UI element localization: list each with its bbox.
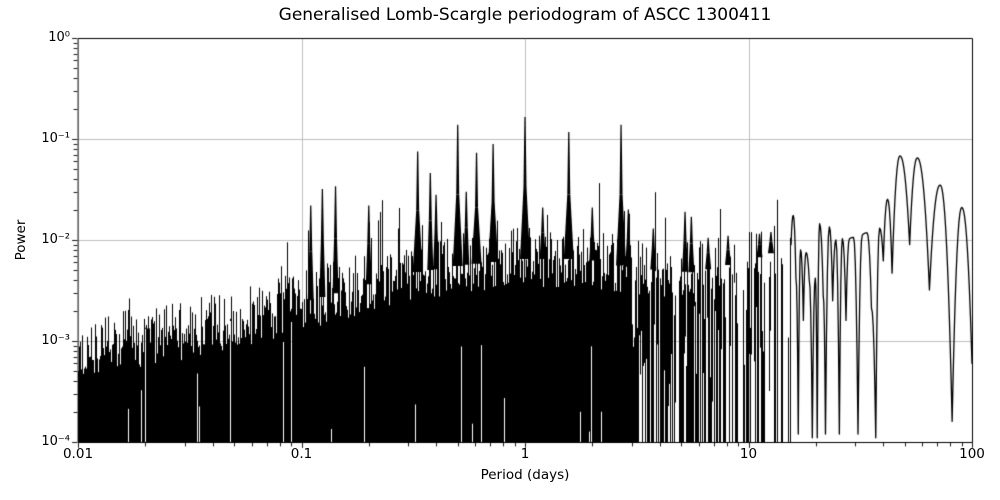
chart-title: Generalised Lomb-Scargle periodogram of … [278, 5, 772, 25]
y-tick-label: 10⁻² [41, 232, 70, 247]
y-tick-label: 10⁻³ [41, 333, 70, 348]
y-tick-label: 10⁻¹ [41, 131, 70, 146]
x-tick-label: 10 [739, 446, 758, 462]
x-tick-label: 0.1 [290, 446, 313, 462]
x-axis-label: Period (days) [480, 467, 570, 483]
x-tick-label: 1 [520, 446, 530, 462]
x-tick-label: 0.01 [62, 446, 94, 462]
y-tick-label: 10⁰ [48, 30, 70, 45]
y-tick-label: 10⁻⁴ [41, 434, 70, 449]
x-tick-label: 100 [959, 446, 985, 462]
